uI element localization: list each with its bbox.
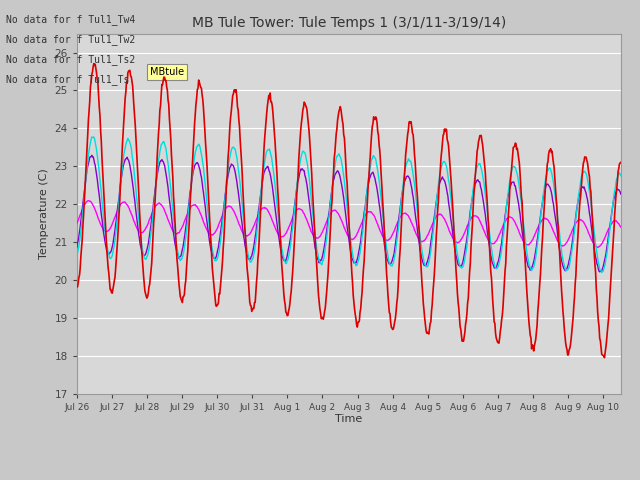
Tul1_Tw+10cm bbox=[486, 255, 494, 261]
Tul1_Ts-8cm bbox=[73, 252, 81, 258]
Tul1_Tw+10cm bbox=[390, 326, 397, 332]
Tul1_Ts-16cm bbox=[486, 248, 494, 253]
Tul1_Ts-32cm bbox=[404, 212, 412, 218]
Text: No data for f Tul1_Tw4: No data for f Tul1_Tw4 bbox=[6, 13, 136, 24]
Tul1_Ts-16cm bbox=[617, 191, 625, 197]
Tul1_Ts-16cm bbox=[420, 262, 428, 268]
Tul1_Tw+10cm bbox=[404, 131, 412, 137]
X-axis label: Time: Time bbox=[335, 414, 362, 424]
Tul1_Ts-8cm bbox=[486, 234, 494, 240]
Tul1_Ts-8cm bbox=[390, 260, 397, 266]
Line: Tul1_Ts-8cm: Tul1_Ts-8cm bbox=[77, 137, 621, 273]
Tul1_Tw+10cm bbox=[420, 308, 428, 313]
Tul1_Ts-8cm bbox=[107, 255, 115, 261]
Tul1_Ts-8cm bbox=[617, 173, 625, 179]
Tul1_Ts-8cm bbox=[420, 259, 428, 265]
Line: Tul1_Tw+10cm: Tul1_Tw+10cm bbox=[77, 64, 621, 358]
Tul1_Ts-8cm bbox=[542, 174, 550, 180]
Y-axis label: Temperature (C): Temperature (C) bbox=[39, 168, 49, 259]
Tul1_Ts-32cm bbox=[594, 244, 602, 250]
Tul1_Ts-32cm bbox=[420, 238, 428, 244]
Tul1_Tw+10cm bbox=[617, 159, 625, 165]
Tul1_Ts-16cm bbox=[107, 249, 115, 255]
Tul1_Tw+10cm bbox=[107, 287, 115, 292]
Tul1_Ts-8cm bbox=[404, 158, 412, 164]
Tul1_Ts-16cm bbox=[390, 253, 397, 259]
Tul1_Tw+10cm bbox=[90, 61, 98, 67]
Tul1_Ts-16cm bbox=[88, 153, 95, 158]
Tul1_Ts-8cm bbox=[598, 270, 605, 276]
Text: No data for f Tul1_Tw2: No data for f Tul1_Tw2 bbox=[6, 34, 136, 45]
Text: No data for f Tul1_Ts: No data for f Tul1_Ts bbox=[6, 74, 130, 85]
Tul1_Ts-32cm bbox=[73, 221, 81, 227]
Tul1_Ts-16cm bbox=[596, 269, 604, 275]
Tul1_Ts-32cm bbox=[107, 224, 115, 230]
Line: Tul1_Ts-16cm: Tul1_Ts-16cm bbox=[77, 156, 621, 272]
Tul1_Ts-32cm bbox=[85, 198, 93, 204]
Tul1_Ts-32cm bbox=[390, 230, 397, 236]
Tul1_Ts-16cm bbox=[404, 173, 412, 179]
Tul1_Ts-8cm bbox=[88, 134, 95, 140]
Tul1_Ts-16cm bbox=[542, 183, 550, 189]
Text: MBtule: MBtule bbox=[150, 67, 184, 77]
Tul1_Ts-32cm bbox=[486, 240, 494, 246]
Line: Tul1_Ts-32cm: Tul1_Ts-32cm bbox=[77, 201, 621, 247]
Tul1_Ts-32cm bbox=[542, 216, 550, 221]
Tul1_Tw+10cm bbox=[73, 284, 81, 289]
Tul1_Ts-32cm bbox=[617, 224, 625, 230]
Tul1_Ts-16cm bbox=[73, 245, 81, 251]
Tul1_Tw+10cm bbox=[600, 355, 608, 360]
Text: No data for f Tul1_Ts2: No data for f Tul1_Ts2 bbox=[6, 54, 136, 65]
Title: MB Tule Tower: Tule Temps 1 (3/1/11-3/19/14): MB Tule Tower: Tule Temps 1 (3/1/11-3/19… bbox=[191, 16, 506, 30]
Tul1_Tw+10cm bbox=[542, 178, 550, 184]
Legend: Tul1_Tw+10cm, Tul1_Ts-8cm, Tul1_Ts-16cm, Tul1_Ts-32cm: Tul1_Tw+10cm, Tul1_Ts-8cm, Tul1_Ts-16cm,… bbox=[125, 477, 573, 480]
